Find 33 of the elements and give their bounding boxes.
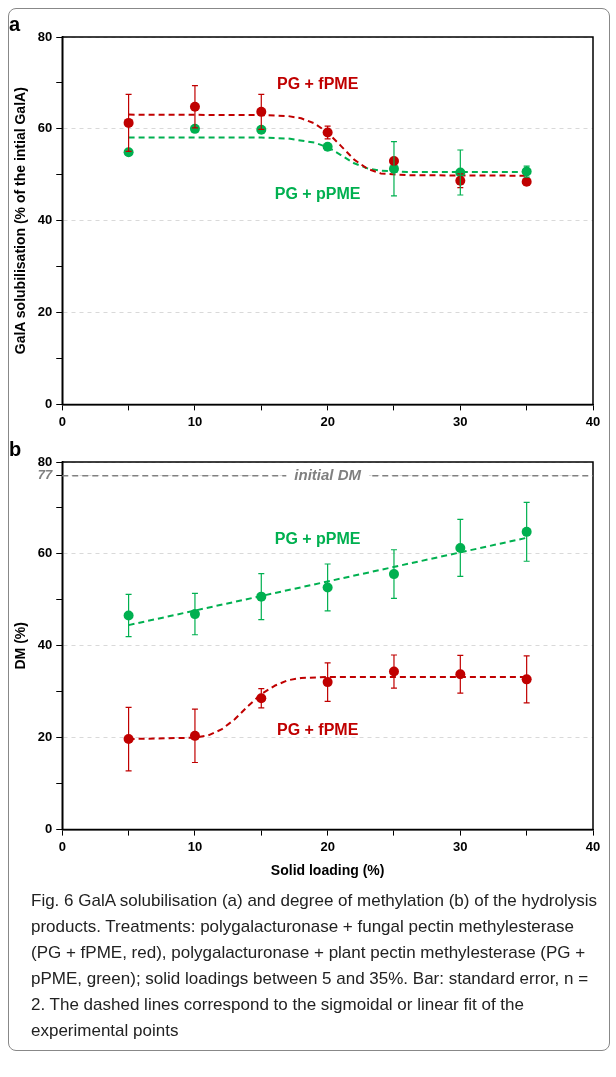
caption: Fig. 6 GalA solubilisation (a) and degree of methylation (b) of the hydrolysis products. Treatments: polygalacturonase + fungal pectin methylesterase (PG + fPME, red), polygalacturonase + plant pectin methylesterase (PG + pPME, green); solid loadings between 5 and 35%. Bar: standard error, n = 2. The dashed lines correspond to the sigmoidal or linear fit of the experimental points: [30, 890, 598, 1042]
series-label: PG + fPME: [276, 720, 359, 738]
y-tick-label: 20: [37, 729, 53, 745]
y-tick-label: 0: [45, 395, 53, 411]
y-axis-title: GalA solubilisation (% of the intial GalA): [12, 87, 29, 355]
x-tick-label: 30: [453, 413, 468, 429]
x-tick-label: 10: [187, 838, 203, 854]
chart-title: b: [9, 437, 22, 460]
y-tick-label: 60: [37, 545, 53, 561]
ref-line-label: initial DM: [294, 465, 362, 483]
x-tick-label: 20: [320, 413, 335, 429]
x-axis-title: Solid loading (%): [270, 862, 385, 879]
y-tick-label: 0: [45, 821, 53, 837]
y-tick-label: 77: [37, 467, 54, 483]
x-tick-label: 30: [453, 838, 468, 854]
text: PG + pPME: [274, 185, 361, 203]
y-tick-label: 60: [37, 120, 53, 136]
x-tick-label: 0: [58, 413, 66, 429]
y-tick-label: 20: [37, 304, 53, 320]
text: PG + pPME: [274, 529, 361, 547]
point: [322, 141, 333, 152]
x-tick-label: 20: [320, 838, 335, 854]
x-tick-label: 40: [585, 413, 601, 429]
y-tick-label: 80: [37, 453, 53, 469]
y-tick-label: 40: [37, 212, 53, 228]
x-tick-label: 40: [585, 838, 601, 854]
x-tick-label: 10: [187, 413, 203, 429]
y-tick-label: 80: [37, 28, 53, 44]
y-axis-title: DM (%): [12, 622, 29, 670]
chart-title: a: [9, 12, 21, 35]
y-tick-label: 40: [37, 637, 53, 653]
series-label: PG + fPME: [276, 74, 359, 92]
x-tick-label: 0: [58, 838, 66, 854]
